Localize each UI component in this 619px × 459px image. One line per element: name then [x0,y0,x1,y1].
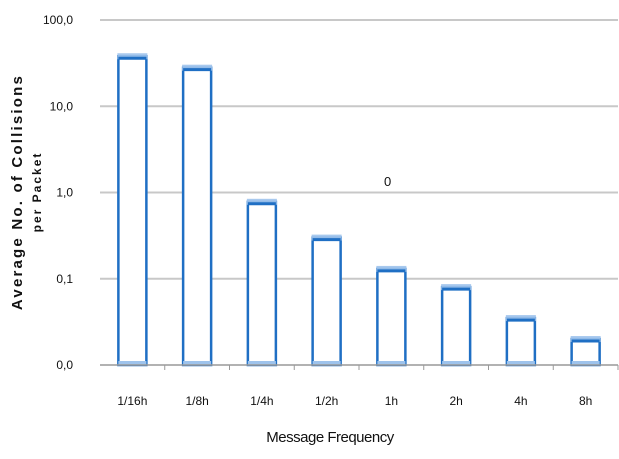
bar-base [312,361,341,365]
bar [311,236,342,367]
y-tick-label: 100,0 [43,13,73,27]
x-tick-label: 1/4h [250,394,273,408]
bar-base [377,361,406,365]
bar-base [442,361,471,365]
bar-cap [117,53,148,60]
y-axis-title-group: Average No. of Collisions [9,74,26,310]
bar [570,337,601,367]
bar [440,285,472,367]
bar [505,316,537,367]
bar-cap [311,234,342,241]
x-tick-label: 1h [385,394,398,408]
x-tick-label: 1/8h [185,394,208,408]
bar [117,54,148,367]
x-tick-label: 2h [449,394,462,408]
bar-base [506,361,535,365]
bar-base [247,361,276,365]
x-tick-label: 1/2h [315,394,338,408]
gridlines [100,19,619,370]
bars [117,53,601,367]
bar-base [183,361,212,365]
bar [181,66,213,367]
bar-cap [570,336,601,343]
bar-cap [441,284,472,291]
bar-base [571,361,600,365]
x-tick-label: 8h [579,394,592,408]
y-tick-label: 0,1 [56,272,73,286]
bar [376,267,407,367]
y-axis-title: Average No. of Collisions [9,74,26,310]
y-tick-label: 10,0 [50,99,74,113]
bar-cap [182,64,213,71]
bar-cap [246,198,277,205]
y-tick-label: 1,0 [56,186,73,200]
y-axis-subtitle-group: per Packet [30,152,44,233]
stray-mark: 0 [384,174,391,189]
y-axis-subtitle: per Packet [30,152,44,233]
bar-cap [376,265,407,272]
bar-cap [505,315,536,322]
x-tick-label: 4h [514,394,527,408]
y-tick-label: 0,0 [56,358,73,372]
bar [246,200,278,367]
bar-base [118,361,147,365]
x-tick-labels: 1/16h 1/8h 1/4h 1/2h 1h 2h 4h 8h [117,394,592,408]
x-tick-label: 1/16h [117,394,147,408]
x-axis-title: Message Frequency [266,429,394,446]
y-tick-labels: 0,0 0,1 1,0 10,0 100,0 [43,13,73,372]
